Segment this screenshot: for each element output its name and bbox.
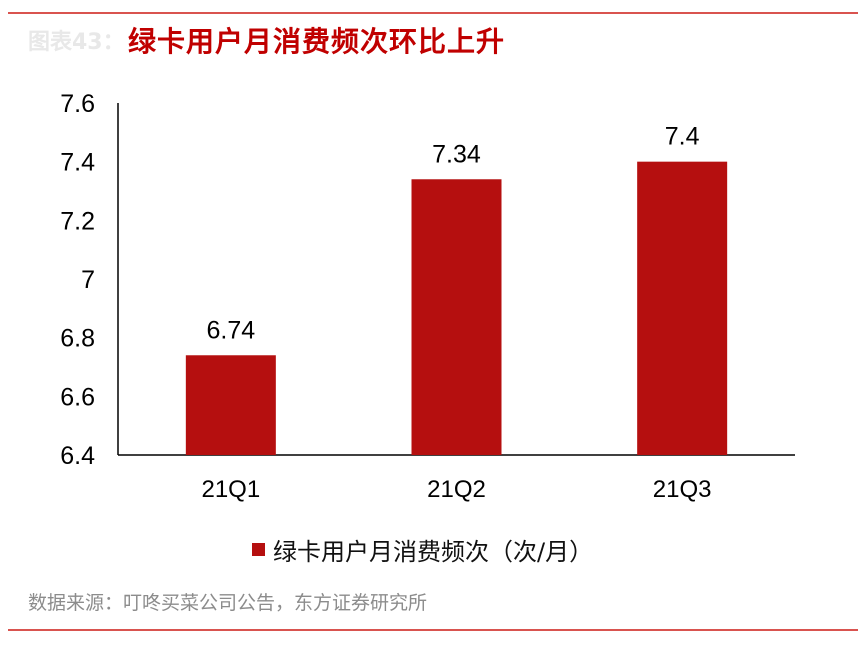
y-tick-label: 7 [81,266,95,294]
y-tick-label: 7.4 [60,149,95,177]
legend-swatch [252,543,265,556]
y-tick-label: 6.4 [60,442,95,470]
top-rule [8,12,858,14]
y-tick-label: 7.2 [60,207,95,235]
data-label: 7.34 [432,140,481,168]
bar [637,161,728,455]
x-tick-label: 21Q1 [201,476,260,503]
legend: 绿卡用户月消费频次（次/月） [252,532,593,567]
y-tick-label: 7.6 [60,90,95,118]
y-tick-label: 6.6 [60,383,95,411]
data-label: 6.74 [206,316,255,344]
bottom-rule [8,629,858,631]
y-tick-label: 6.8 [60,325,95,353]
legend-label: 绿卡用户月消费频次（次/月） [273,538,594,566]
chart-title: 绿卡用户月消费频次环比上升 [128,25,506,58]
data-label: 7.4 [665,123,700,151]
bar [411,179,502,455]
bar [185,355,276,455]
x-tick-label: 21Q2 [427,476,486,503]
figure-label: 图表43： [28,30,125,55]
source-note: 数据来源：叮咚买菜公司公告，东方证券研究所 [28,592,428,614]
x-tick-label: 21Q3 [653,476,712,503]
